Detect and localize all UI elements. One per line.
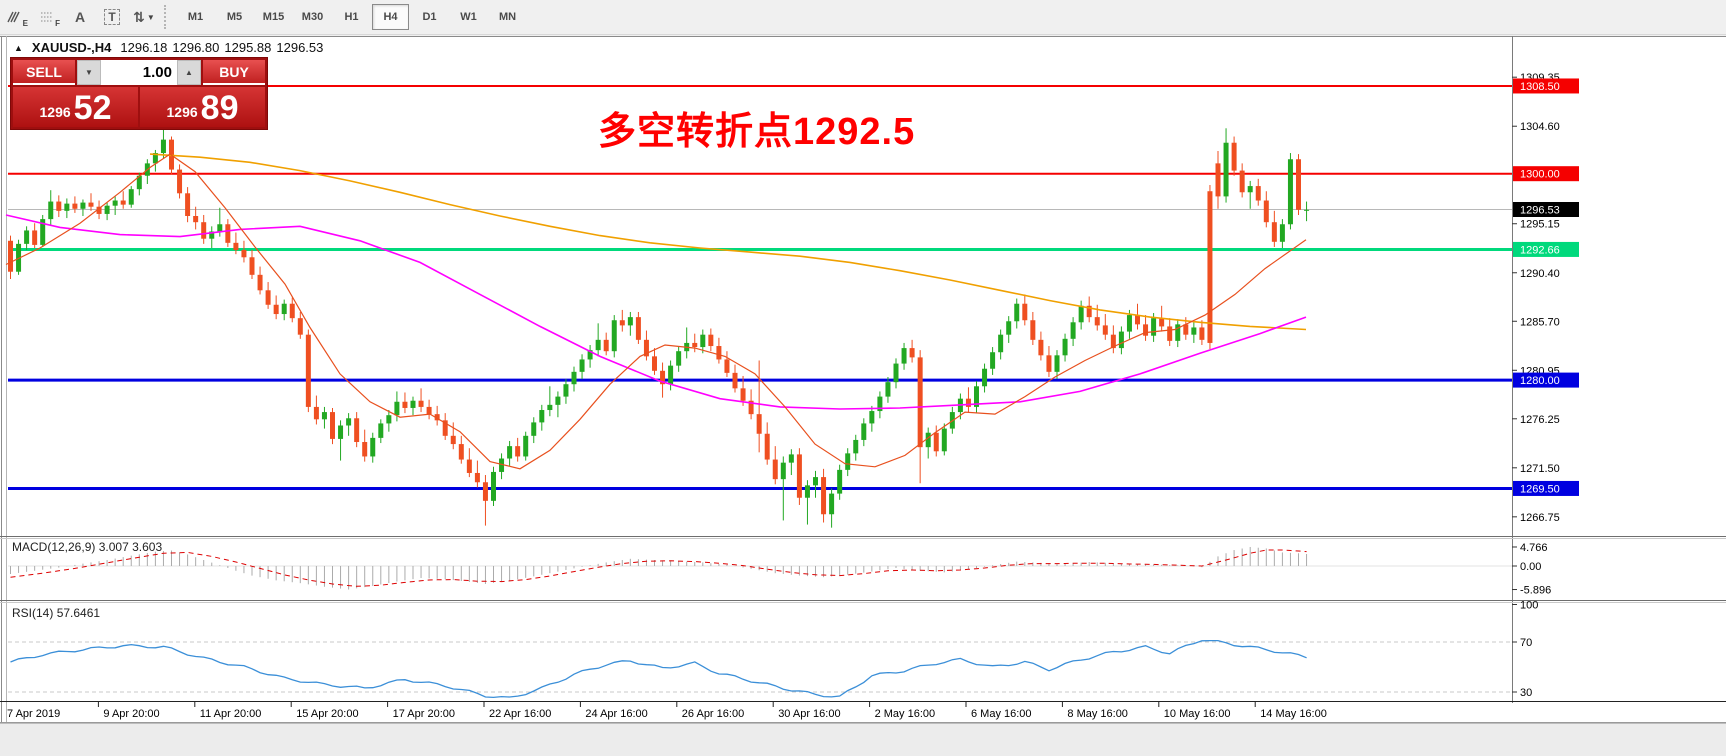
svg-text:8 May 16:00: 8 May 16:00 xyxy=(1067,708,1128,720)
ohlc-low: 1295.88 xyxy=(224,40,272,55)
svg-text:-5.896: -5.896 xyxy=(1520,585,1551,597)
timeframe-m15[interactable]: M15 xyxy=(262,11,285,23)
bid-price-button[interactable]: 1296 52 xyxy=(13,87,138,127)
ohlc-close: 1296.53 xyxy=(276,40,324,55)
svg-text:1308.50: 1308.50 xyxy=(1520,81,1560,93)
svg-text:1276.25: 1276.25 xyxy=(1520,414,1560,426)
ask-price-button[interactable]: 1296 89 xyxy=(140,87,265,127)
toolbar-separator xyxy=(164,5,172,29)
svg-text:26 Apr 16:00: 26 Apr 16:00 xyxy=(682,708,744,720)
svg-text:1292.66: 1292.66 xyxy=(1520,244,1560,256)
indicator-list-icon[interactable]: E xyxy=(1,4,31,30)
svg-text:15 Apr 20:00: 15 Apr 20:00 xyxy=(296,708,358,720)
rsi-current-value: 57.6461 xyxy=(56,606,101,620)
volume-decrease-button[interactable]: ▼ xyxy=(77,60,101,85)
svg-text:0.00: 0.00 xyxy=(1520,561,1541,573)
symbol-period-label: XAUUSD-,H4 xyxy=(31,40,112,55)
chart-title-bar: ▲ XAUUSD-,H4 1296.18 1296.80 1295.88 129… xyxy=(14,40,323,55)
timeframe-m5[interactable]: M5 xyxy=(226,11,243,23)
macd-name: MACD(12,26,9) xyxy=(12,540,96,554)
timeframe-w1[interactable]: W1 xyxy=(460,11,477,23)
svg-text:7 Apr 2019: 7 Apr 2019 xyxy=(7,708,60,720)
chart-annotation-text: 多空转折点1292.5 xyxy=(598,111,916,153)
icon-sub-label: F xyxy=(55,19,60,28)
svg-text:4.766: 4.766 xyxy=(1520,542,1548,554)
time-axis: 7 Apr 2019 9 Apr 20:00 11 Apr 20:00 15 Apr … xyxy=(7,701,1327,720)
buy-button[interactable]: BUY xyxy=(203,60,265,85)
collapse-triangle-icon[interactable]: ▲ xyxy=(14,42,23,53)
letter-t-glyph: T xyxy=(104,9,120,25)
svg-text:1266.75: 1266.75 xyxy=(1520,512,1560,524)
icon-sub-label: E xyxy=(22,19,28,28)
svg-text:2 May 16:00: 2 May 16:00 xyxy=(875,708,936,720)
svg-text:30 Apr 16:00: 30 Apr 16:00 xyxy=(778,708,840,720)
timeframe-m1[interactable]: M1 xyxy=(187,11,204,23)
volume-input[interactable] xyxy=(101,60,177,85)
one-click-trading-panel: SELL ▼ ▲ BUY 1296 52 1296 89 xyxy=(10,57,268,130)
svg-text:70: 70 xyxy=(1520,637,1532,649)
svg-text:1285.70: 1285.70 xyxy=(1520,316,1560,328)
toolbar: E F A T ⇅ ▼ M1 M5 M15 M30 H1 H4 D1 W1 MN xyxy=(0,0,1726,35)
status-strip xyxy=(0,723,1726,756)
price-axis: 1309.351304.601295.151290.401285.701280.… xyxy=(1512,72,1579,699)
timeframe-mn[interactable]: MN xyxy=(498,11,517,23)
letter-a-glyph: A xyxy=(74,9,86,25)
timeframe-h4[interactable]: H4 xyxy=(372,4,409,30)
svg-text:30: 30 xyxy=(1520,687,1532,699)
squiggle-glyph xyxy=(7,11,20,23)
macd-pane xyxy=(8,546,1512,590)
svg-text:100: 100 xyxy=(1520,600,1538,612)
svg-text:1271.50: 1271.50 xyxy=(1520,463,1560,475)
bid-pips: 52 xyxy=(73,89,112,127)
svg-text:24 Apr 16:00: 24 Apr 16:00 xyxy=(585,708,647,720)
svg-text:1280.00: 1280.00 xyxy=(1520,375,1560,387)
arrows-glyph: ⇅ xyxy=(133,8,145,25)
text-label-icon[interactable]: A xyxy=(65,4,95,30)
svg-text:1295.15: 1295.15 xyxy=(1520,219,1560,231)
sell-button[interactable]: SELL xyxy=(13,60,75,85)
svg-text:1296.53: 1296.53 xyxy=(1520,205,1560,217)
macd-indicator-label: MACD(12,26,9) 3.007 3.603 xyxy=(12,540,162,554)
rsi-name: RSI(14) xyxy=(12,606,54,620)
svg-text:1269.50: 1269.50 xyxy=(1520,483,1560,495)
candles-layer xyxy=(8,128,1310,528)
grid-glyph xyxy=(41,12,53,22)
volume-increase-button[interactable]: ▲ xyxy=(177,60,201,85)
svg-text:14 May 16:00: 14 May 16:00 xyxy=(1260,708,1327,720)
grid-icon[interactable]: F xyxy=(33,4,63,30)
svg-text:9 Apr 20:00: 9 Apr 20:00 xyxy=(103,708,159,720)
timeframe-h1[interactable]: H1 xyxy=(344,11,359,23)
svg-text:6 May 16:00: 6 May 16:00 xyxy=(971,708,1032,720)
timeframe-d1[interactable]: D1 xyxy=(422,11,437,23)
svg-text:1290.40: 1290.40 xyxy=(1520,268,1560,280)
svg-text:11 Apr 20:00: 11 Apr 20:00 xyxy=(200,708,262,720)
ask-pips: 89 xyxy=(200,89,239,127)
chevron-down-icon[interactable]: ▼ xyxy=(146,12,155,22)
timeframe-m30[interactable]: M30 xyxy=(301,11,324,23)
ohlc-high: 1296.80 xyxy=(172,40,220,55)
svg-text:17 Apr 20:00: 17 Apr 20:00 xyxy=(393,708,455,720)
ohlc-open: 1296.18 xyxy=(120,40,168,55)
svg-text:22 Apr 16:00: 22 Apr 16:00 xyxy=(489,708,551,720)
bid-base: 1296 xyxy=(39,104,71,120)
rsi-pane xyxy=(8,639,1512,699)
volume-stepper: ▼ ▲ xyxy=(77,60,201,85)
svg-text:1300.00: 1300.00 xyxy=(1520,169,1560,181)
arrows-icon[interactable]: ⇅ ▼ xyxy=(129,4,159,30)
macd-current-values: 3.007 3.603 xyxy=(98,540,163,554)
rsi-indicator-label: RSI(14) 57.6461 xyxy=(12,606,100,620)
ask-base: 1296 xyxy=(166,104,198,120)
svg-text:10 May 16:00: 10 May 16:00 xyxy=(1164,708,1231,720)
text-box-icon[interactable]: T xyxy=(97,4,127,30)
svg-text:1304.60: 1304.60 xyxy=(1520,121,1560,133)
